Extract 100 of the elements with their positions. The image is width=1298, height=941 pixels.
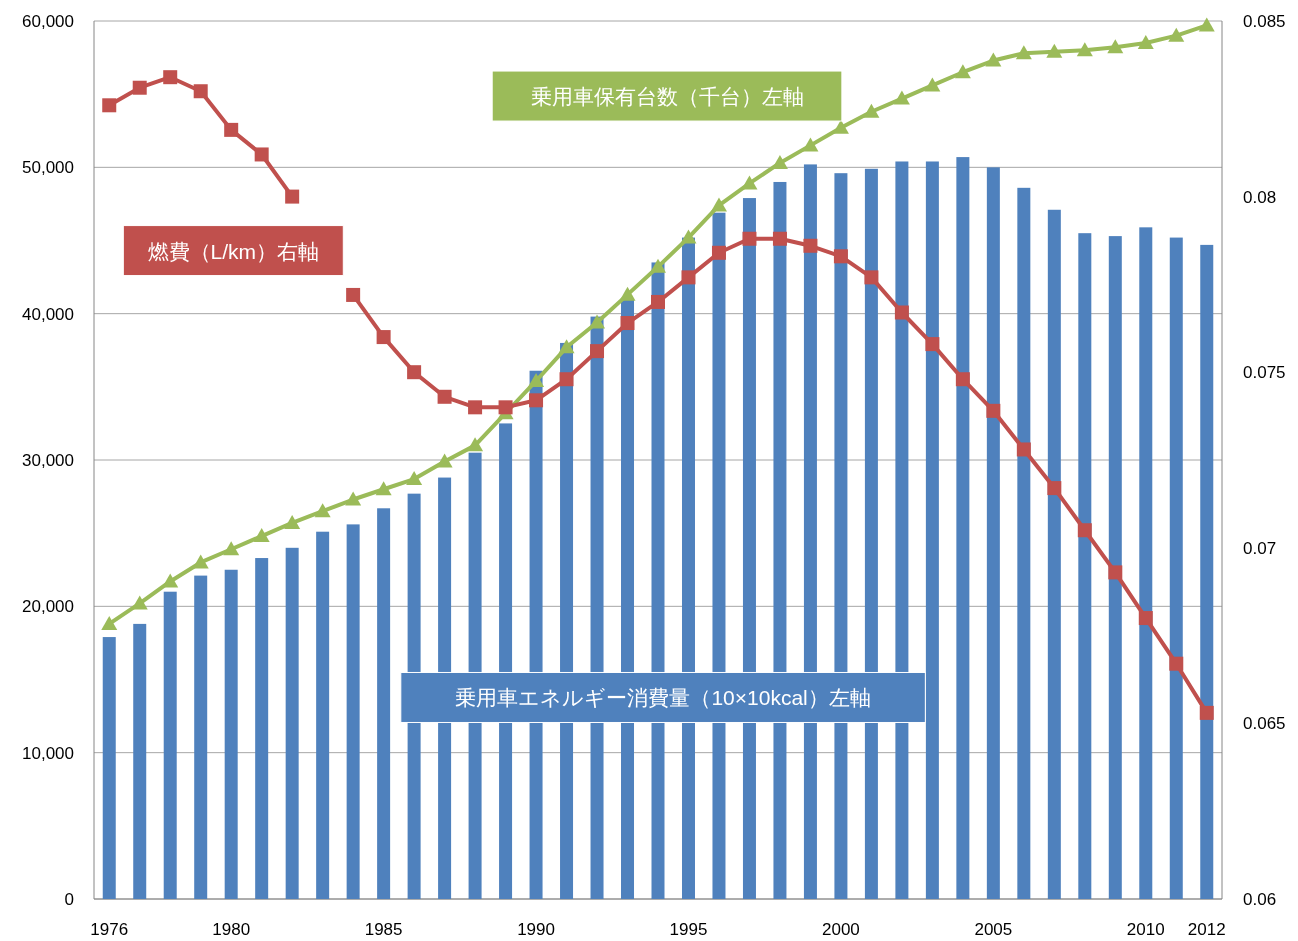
x-tick-label: 1980 [212,920,251,939]
point [741,175,758,190]
point [345,491,362,506]
point [1198,17,1215,32]
point [955,372,970,387]
point [346,287,361,302]
point [589,314,606,329]
y2-tick-label: 0.075 [1243,363,1286,383]
point [407,365,422,380]
y-tick-label: 0 [64,890,74,909]
point [224,122,239,137]
series-label: 燃費（L/km）右軸 [147,239,320,263]
y-tick-label: 20,000 [22,597,74,617]
point [406,471,423,486]
y-tick-label: 10,000 [22,743,74,763]
bar [1169,237,1183,899]
bar [377,508,391,899]
point [192,554,209,569]
x-tick-label: 1985 [364,920,403,939]
point [1016,442,1031,457]
point [193,84,208,99]
series-label: 乗用車保有台数（千台）左軸 [530,85,804,109]
y-tick-label: 30,000 [22,451,74,470]
y2-tick-label: 0.07 [1243,538,1277,558]
point [223,541,240,556]
bar [1017,187,1031,899]
point [468,400,483,415]
point [102,98,117,113]
bar [925,161,939,899]
point [253,528,270,543]
bar [316,531,330,899]
point [1169,656,1184,671]
y-tick-label: 40,000 [22,304,74,324]
bar [163,591,177,899]
bar [1200,244,1214,899]
y-tick-label: 60,000 [22,12,74,31]
point [590,344,605,359]
bar [133,623,147,899]
point [1137,34,1154,49]
bar [255,558,269,899]
point [559,372,574,387]
point [1015,45,1032,60]
point [376,330,391,345]
point [529,393,544,408]
y2-tick-label: 0.065 [1243,714,1286,734]
point [1046,43,1063,58]
point [467,437,484,452]
point [893,90,910,105]
bar [194,575,208,899]
point [894,305,909,320]
point [1108,565,1123,580]
point [681,270,696,285]
y-tick-label: 50,000 [22,158,74,178]
point [650,258,666,273]
point [620,316,635,331]
point [1076,42,1093,57]
point [163,70,178,85]
point [710,197,727,212]
point [924,77,941,92]
point [954,64,971,79]
point [558,339,575,354]
x-tick-label: 2000 [822,920,860,939]
bar [1108,236,1122,899]
y2-tick-label: 0.085 [1243,12,1286,31]
bar [1139,227,1153,899]
point [985,52,1002,67]
x-tick-label: 2010 [1126,920,1165,939]
point [101,615,118,630]
point [528,372,545,387]
point [284,514,301,529]
bar [1078,233,1092,899]
series-label: 乗用車エネルギー消費量（10×10kcal）左軸 [455,686,871,710]
x-tick-label: 1990 [517,920,555,939]
point [832,119,849,134]
point [254,147,269,162]
point [162,573,179,588]
bar [956,157,970,899]
point [131,595,148,610]
point [803,238,818,253]
point [680,229,697,244]
point [1077,523,1092,538]
y2-tick-label: 0.06 [1243,890,1277,909]
point [437,389,452,404]
bar [346,524,360,899]
y2-tick-label: 0.08 [1243,187,1277,207]
point [772,231,787,246]
point [986,403,1001,418]
bar [1047,209,1061,899]
point [285,189,300,204]
point [314,503,331,518]
bar [895,161,909,899]
point [863,103,880,118]
point [1138,611,1153,626]
point [375,481,392,496]
point [742,231,757,246]
bar [285,547,299,899]
point [132,80,147,95]
bar [102,637,116,899]
point [864,270,879,285]
point [1107,39,1124,54]
